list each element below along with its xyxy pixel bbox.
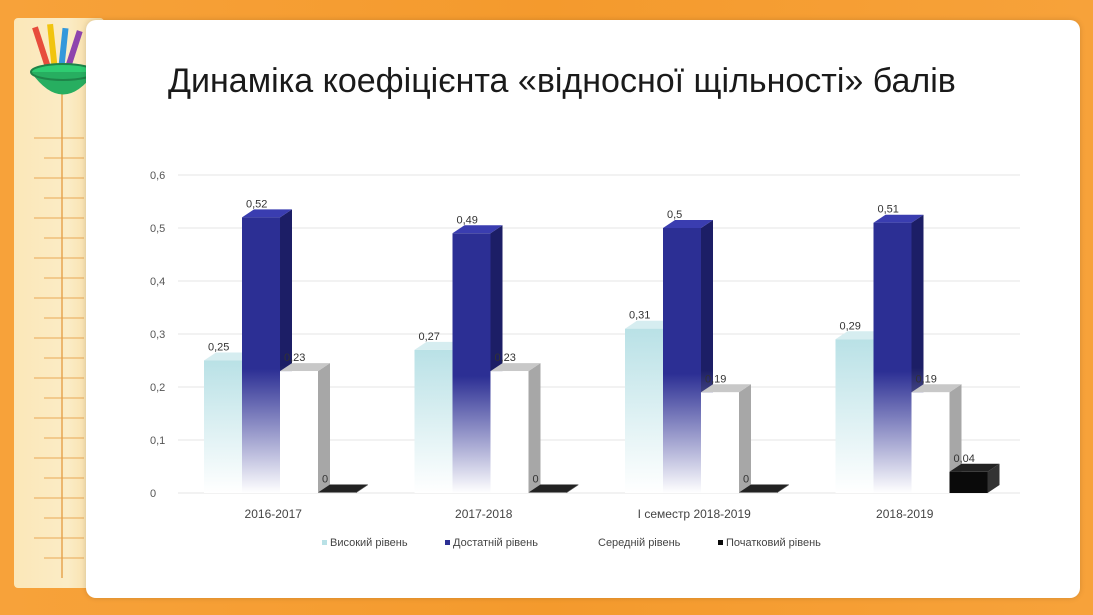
- data-label: 0: [743, 474, 749, 486]
- data-label: 0,27: [419, 331, 440, 343]
- data-label: 0,19: [705, 373, 726, 385]
- data-label: 0,31: [629, 310, 650, 322]
- data-label: 0,23: [495, 352, 516, 364]
- slide-title: Динаміка коефіцієнта «відносної щільност…: [168, 62, 956, 100]
- legend-label: Середній рівень: [598, 537, 681, 549]
- legend-label: Достатній рівень: [453, 537, 538, 549]
- legend-item: Середній рівень: [590, 537, 681, 549]
- bars: [204, 209, 1000, 494]
- data-labels: 0,25 0,52 0,23 0 0,27 0,49 0,23 0 0,31 0,5 0,19 0 0,…: [208, 198, 975, 485]
- data-label: 0,19: [916, 373, 937, 385]
- ruler-decoration: [34, 48, 84, 578]
- bar: [701, 384, 751, 493]
- legend: Високий рівень Достатній рівень Середній р…: [322, 537, 821, 549]
- y-tick-label: 0,5: [150, 223, 165, 235]
- data-label: 0,29: [840, 320, 861, 332]
- x-tick-label: 2018-2019: [876, 507, 934, 521]
- legend-label: Початковий рівень: [726, 537, 821, 549]
- data-label: 0,25: [208, 342, 229, 354]
- data-label: 0,5: [667, 209, 682, 221]
- legend-swatch: [322, 540, 327, 545]
- y-tick-label: 0,2: [150, 382, 165, 394]
- data-label: 0,51: [878, 204, 899, 216]
- legend-swatch: [718, 540, 723, 545]
- pencil-cup-icon: [30, 23, 96, 95]
- data-label: 0: [533, 474, 539, 486]
- y-tick-label: 0,4: [150, 276, 165, 288]
- y-tick-label: 0,3: [150, 329, 165, 341]
- y-tick-label: 0,1: [150, 435, 165, 447]
- y-tick-label: 0: [150, 488, 156, 500]
- bar: [490, 363, 541, 493]
- x-axis: 2016-2017 2017-2018 І семестр 2018-2019 201…: [245, 507, 934, 521]
- legend-item: Достатній рівень: [445, 537, 538, 549]
- data-label: 0,52: [246, 198, 267, 210]
- y-axis: 0 0,1 0,2 0,3 0,4 0,5 0,6: [150, 170, 165, 500]
- legend-label: Високий рівень: [330, 537, 408, 549]
- bar: [739, 484, 789, 493]
- y-tick-label: 0,6: [150, 170, 165, 182]
- legend-item: Високий рівень: [322, 537, 408, 549]
- x-tick-label: І семестр 2018-2019: [638, 507, 751, 521]
- legend-swatch: [590, 540, 595, 545]
- legend-swatch: [445, 540, 450, 545]
- data-label: 0,23: [284, 352, 305, 364]
- bar: [949, 463, 1000, 493]
- x-tick-label: 2016-2017: [245, 507, 303, 521]
- bar: [528, 484, 579, 493]
- bar: [280, 363, 330, 493]
- bar: [318, 484, 368, 493]
- data-label: 0,04: [954, 453, 975, 465]
- data-label: 0: [322, 474, 328, 486]
- data-label: 0,49: [457, 214, 478, 226]
- legend-item: Початковий рівень: [718, 537, 821, 549]
- bar: [663, 220, 713, 493]
- x-tick-label: 2017-2018: [455, 507, 513, 521]
